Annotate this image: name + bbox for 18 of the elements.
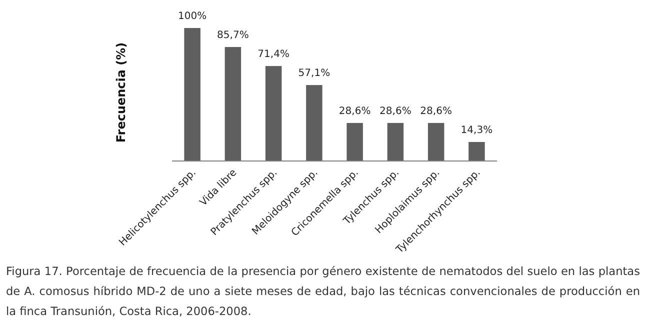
data-label: 28,6% [338, 106, 371, 117]
text: Figura 17. Porcentaje de frecuencia de la presencia por género existente de nematodos del suelo en las plantas de A. comosus híbrido MD-2 de uno a siete meses de edad, bajo las técnicas convencionales de producción en la finca Transunión, Costa Rica, 2006-2008. [6, 264, 640, 320]
bar [428, 122, 444, 161]
y-axis-title: Frecuencia (%) [114, 42, 128, 143]
data-label: 28,6% [380, 106, 412, 117]
bar [346, 122, 363, 161]
data-label: 100% [178, 11, 207, 22]
bar [306, 85, 322, 161]
bar [265, 66, 282, 161]
bar [184, 28, 200, 161]
data-label: 14,3% [460, 124, 493, 136]
data-label: 28,6% [420, 106, 452, 117]
bar [387, 122, 404, 161]
data-label: 85,7% [217, 30, 249, 42]
bar [224, 47, 242, 161]
data-label: 57,1% [298, 68, 330, 80]
data-label: 71,4% [258, 49, 290, 60]
bar [468, 142, 485, 161]
